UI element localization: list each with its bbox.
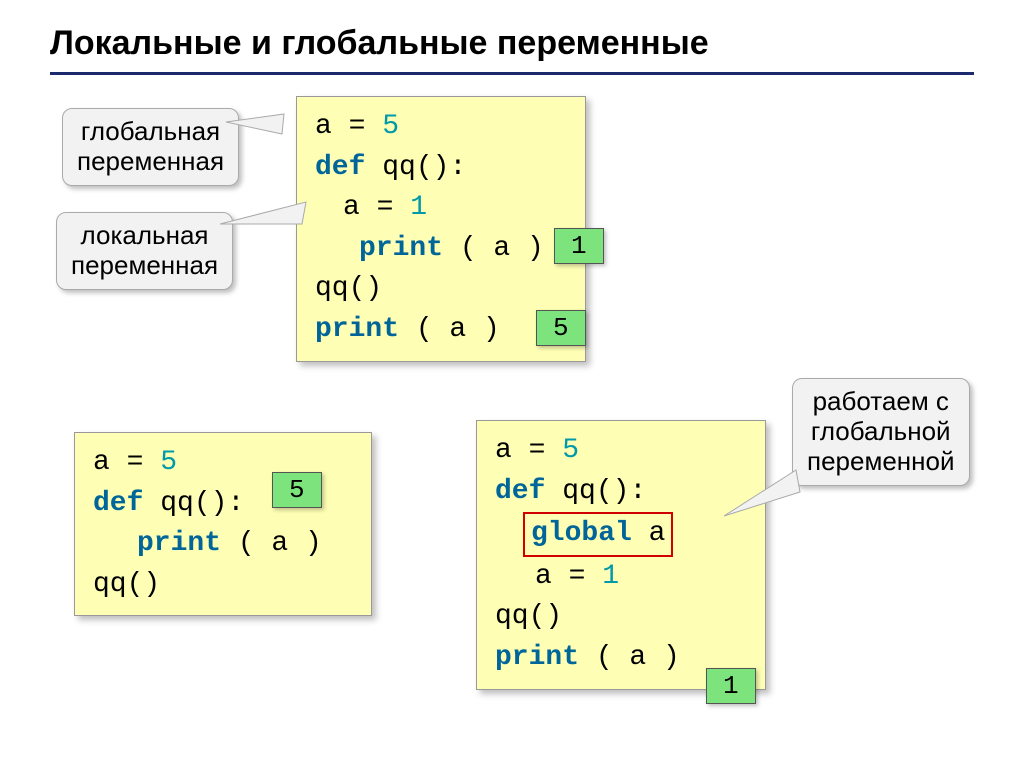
pointer-icon (226, 112, 300, 142)
func-name: qq(): (160, 488, 244, 519)
global-keyword-box: global a (523, 512, 673, 557)
var-a: a (93, 447, 110, 478)
args: ( a ) (416, 314, 500, 345)
args: ( a ) (460, 233, 544, 264)
var-a: a (649, 518, 666, 549)
equals: = (529, 435, 546, 466)
code-line: print ( a ) (315, 310, 567, 351)
equals: = (569, 561, 586, 592)
callout-text: локальная (81, 220, 209, 250)
callout-local-var: локальная переменная (56, 212, 233, 290)
code-line: print ( a ) (93, 524, 353, 565)
keyword-global: global (531, 518, 632, 549)
code-box-bottom-left: a = 5 def qq(): print ( a ) qq() (74, 432, 372, 616)
equals: = (127, 447, 144, 478)
output-badge: 1 (554, 228, 604, 264)
var-a: a (535, 561, 552, 592)
keyword-print: print (359, 233, 443, 264)
code-line: a = 5 (495, 431, 747, 472)
code-line: a = 1 (495, 557, 747, 598)
func-name: qq(): (382, 152, 466, 183)
code-line: a = 1 (315, 188, 567, 229)
pointer-icon (220, 200, 320, 240)
callout-text: работаем с (813, 386, 949, 416)
callout-global-var: глобальная переменная (62, 108, 239, 186)
code-box-bottom-right: a = 5 def qq(): global a a = 1 qq() prin… (476, 420, 766, 690)
callout-text: переменная (77, 146, 224, 176)
number-literal: 5 (382, 111, 399, 142)
var-a: a (495, 435, 512, 466)
equals: = (349, 111, 366, 142)
slide-title: Локальные и глобальные переменные (50, 24, 709, 63)
title-underline (50, 72, 974, 75)
keyword-def: def (495, 476, 545, 507)
code-line: global a (495, 512, 747, 557)
keyword-print: print (137, 528, 221, 559)
output-badge: 5 (272, 472, 322, 508)
code-line: qq() (495, 597, 747, 638)
pointer-icon (720, 468, 810, 528)
callout-text: глобальной (811, 416, 951, 446)
equals: = (377, 192, 394, 223)
code-line: def qq(): (315, 148, 567, 189)
callout-text: глобальная (81, 116, 220, 146)
keyword-def: def (315, 152, 365, 183)
code-line: def qq(): (495, 472, 747, 513)
output-badge: 1 (706, 668, 756, 704)
code-line: qq() (93, 565, 353, 606)
number-literal: 5 (562, 435, 579, 466)
number-literal: 1 (410, 192, 427, 223)
callout-text: переменная (71, 250, 218, 280)
number-literal: 5 (160, 447, 177, 478)
func-name: qq(): (562, 476, 646, 507)
output-badge: 5 (536, 310, 586, 346)
keyword-def: def (93, 488, 143, 519)
keyword-print: print (315, 314, 399, 345)
code-line: qq() (315, 269, 567, 310)
keyword-print: print (495, 642, 579, 673)
callout-work-global: работаем с глобальной переменной (792, 378, 970, 486)
args: ( a ) (238, 528, 322, 559)
var-a: a (343, 192, 360, 223)
code-line: print ( a ) (315, 229, 567, 270)
var-a: a (315, 111, 332, 142)
args: ( a ) (596, 642, 680, 673)
callout-text: переменной (807, 446, 955, 476)
code-line: a = 5 (315, 107, 567, 148)
number-literal: 1 (602, 561, 619, 592)
